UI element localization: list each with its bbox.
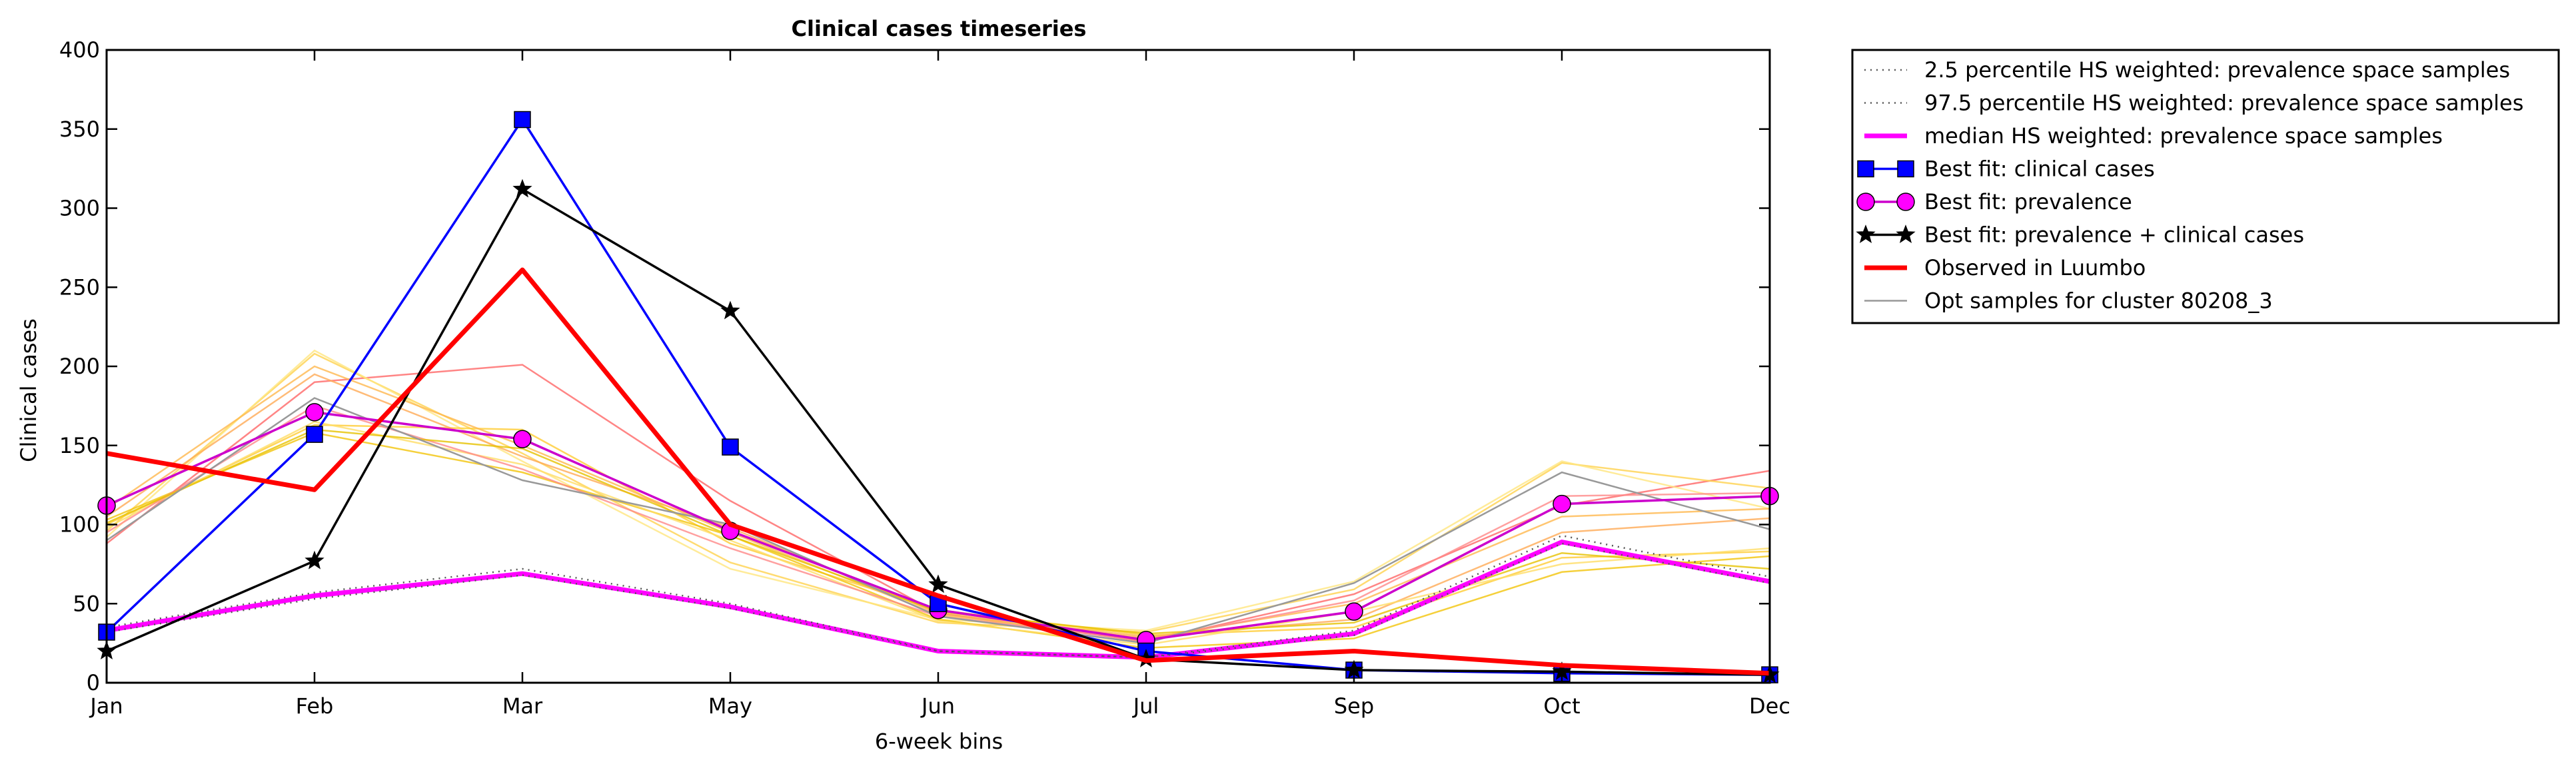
legend-label-series-5: Best fit: prevalence xyxy=(1924,189,2132,214)
axis-ticks: 0 50 100 150 200 250 300 350 400 Jan Feb Mar May Jun J… xyxy=(59,37,1790,719)
y-tick-label: 250 xyxy=(59,274,100,300)
x-tick-label: Feb xyxy=(296,693,334,719)
series-6-point-jul xyxy=(1136,648,1156,667)
y-axis-label: Clinical cases xyxy=(16,318,41,462)
y-tick-label: 100 xyxy=(59,512,100,538)
series-4-point-may xyxy=(722,438,739,456)
legend-label-series-4: Best fit: clinical cases xyxy=(1924,157,2155,182)
y-tick-label: 200 xyxy=(59,354,100,379)
x-tick-label: Dec xyxy=(1749,693,1790,719)
legend-marker-series-4-b xyxy=(1897,160,1914,178)
chart-title: Clinical cases timeseries xyxy=(792,16,1087,41)
legend-marker-series-5-a xyxy=(1856,193,1875,211)
y-tick-label: 0 xyxy=(87,670,100,695)
series-6-point-jun xyxy=(928,574,948,593)
x-tick-label: Oct xyxy=(1543,693,1580,719)
series-3-line xyxy=(106,539,1770,660)
x-tick-label: Mar xyxy=(502,693,543,719)
series-6-point-may xyxy=(720,300,740,320)
x-tick-label: Jun xyxy=(920,693,955,719)
x-tick-label: Sep xyxy=(1334,693,1374,719)
series-6-point-feb xyxy=(305,550,324,570)
y-tick-label: 150 xyxy=(59,433,100,458)
series-5-point-feb xyxy=(305,403,324,422)
series-5-point-sep xyxy=(1345,602,1363,621)
series-layer xyxy=(97,111,1780,683)
series-6-point-mar xyxy=(512,179,532,198)
y-tick-label: 350 xyxy=(59,117,100,142)
y-tick-label: 300 xyxy=(59,196,100,221)
opt-sample-line-6 xyxy=(106,432,1770,649)
series-4-point-mar xyxy=(514,111,531,129)
legend: 2.5 percentile HS weighted: prevalence s… xyxy=(1851,49,2560,324)
legend-label-series-6: Best fit: prevalence + clinical cases xyxy=(1924,222,2304,248)
legend-marker-series-6-b xyxy=(1896,224,1916,243)
y-tick-label: 400 xyxy=(59,37,100,63)
series-5-point-mar xyxy=(513,430,532,448)
legend-frame xyxy=(1851,49,2560,324)
legend-label-series-1: 2.5 percentile HS weighted: prevalence s… xyxy=(1924,57,2510,83)
x-tick-label: Jan xyxy=(89,693,123,719)
x-tick-label: May xyxy=(708,693,752,719)
legend-marker-series-4-a xyxy=(1857,160,1874,178)
legend-label-series-7: Observed in Luumbo xyxy=(1924,255,2146,280)
legend-label-series-3: median HS weighted: prevalence space sam… xyxy=(1924,123,2443,149)
series-5-point-oct xyxy=(1553,494,1571,514)
series-4-point-feb xyxy=(306,426,323,443)
y-tick-label: 50 xyxy=(73,591,100,616)
series-7-line xyxy=(106,267,1770,676)
legend-marker-series-6-a xyxy=(1856,224,1876,243)
x-axis-label: 6-week bins xyxy=(875,729,1003,754)
legend-marker-series-5-b xyxy=(1896,193,1915,211)
legend-label-series-8: Opt samples for cluster 80208_3 xyxy=(1924,288,2273,314)
legend-label-series-2: 97.5 percentile HS weighted: prevalence … xyxy=(1924,91,2523,116)
x-tick-label: Jul xyxy=(1132,693,1159,719)
